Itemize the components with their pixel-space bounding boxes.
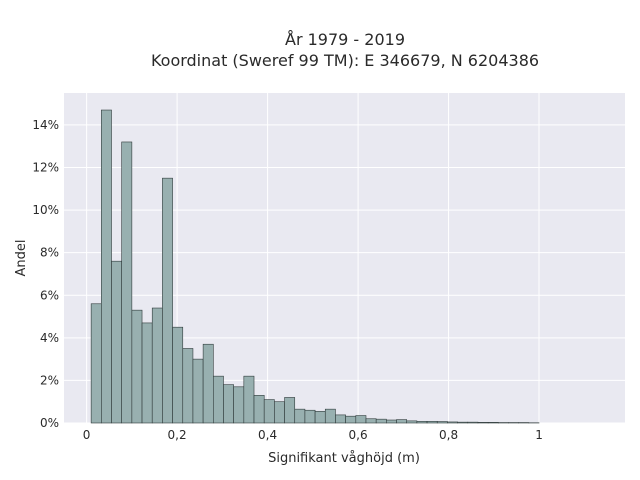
histogram-bar-34	[436, 421, 448, 424]
bars	[90, 109, 540, 424]
histogram-bar-2	[111, 260, 122, 424]
histogram-bar-0	[90, 303, 102, 424]
histogram-bar-15	[243, 375, 255, 424]
histogram-bar-36	[457, 421, 469, 424]
x-axis-ticks: 0 0,2 0,4 0,6 0,8 1	[83, 428, 543, 442]
y-tick-label-3: 6%	[40, 288, 59, 302]
histogram-bar-25	[345, 415, 357, 424]
histogram-bar-21	[304, 409, 316, 424]
x-tick-label-3: 0,6	[349, 428, 368, 442]
x-tick-label-4: 0,8	[439, 428, 458, 442]
y-tick-label-6: 12%	[32, 161, 59, 175]
y-tick-label-5: 10%	[32, 203, 59, 217]
histogram-bar-18	[274, 401, 285, 424]
histogram-bar-29	[386, 419, 397, 424]
histogram-bar-14	[233, 386, 245, 424]
histogram-bar-27	[365, 418, 377, 424]
histogram-bar-17	[263, 399, 275, 424]
histogram-bar-8	[172, 326, 184, 424]
histogram-bar-7	[162, 177, 173, 424]
histogram-bar-37	[467, 421, 479, 424]
histogram-bar-16	[253, 395, 265, 424]
y-axis-label: Andel	[14, 240, 29, 277]
y-axis-ticks: 0% 2% 4% 6% 8% 10% 12% 14%	[32, 118, 59, 430]
x-tick-label-1: 0,2	[168, 428, 187, 442]
histogram-bar-13	[223, 384, 234, 424]
histogram-bar-39	[487, 422, 499, 424]
chart-title-line2: Koordinat (Sweref 99 TM): E 346679, N 62…	[151, 51, 539, 70]
histogram-bar-33	[426, 420, 438, 424]
histogram-bar-23	[324, 408, 336, 424]
histogram-bar-1	[101, 109, 112, 424]
x-axis-label: Signifikant våghöjd (m)	[268, 451, 420, 466]
y-tick-label-2: 4%	[40, 331, 59, 345]
histogram-bar-5	[141, 322, 153, 424]
histogram-bar-19	[284, 397, 296, 424]
histogram-bar-31	[406, 420, 418, 424]
histogram-bar-10	[192, 358, 204, 424]
histogram-bar-12	[212, 375, 224, 424]
chart-title-line1: År 1979 - 2019	[285, 30, 405, 49]
histogram-bar-28	[375, 418, 387, 424]
histogram-bar-32	[416, 420, 428, 424]
histogram-bar-11	[202, 343, 214, 424]
y-tick-label-0: 0%	[40, 416, 59, 430]
histogram-bar-6	[151, 307, 163, 424]
histogram-bar-35	[447, 421, 458, 424]
x-tick-label-5: 1	[535, 428, 543, 442]
histogram-bar-24	[335, 414, 346, 424]
histogram-bar-38	[477, 422, 489, 424]
histogram-bar-20	[294, 408, 306, 424]
histogram-bar-4	[131, 309, 143, 424]
histogram-bar-26	[355, 415, 367, 424]
y-tick-label-1: 2%	[40, 373, 59, 387]
x-tick-label-2: 0,4	[258, 428, 277, 442]
y-tick-label-7: 14%	[32, 118, 59, 132]
histogram-bar-9	[182, 348, 194, 424]
x-tick-label-0: 0	[83, 428, 91, 442]
histogram-bar-30	[396, 419, 408, 424]
histogram-bar-22	[314, 410, 326, 424]
y-tick-label-4: 8%	[40, 246, 59, 260]
histogram-bar-3	[121, 141, 133, 424]
